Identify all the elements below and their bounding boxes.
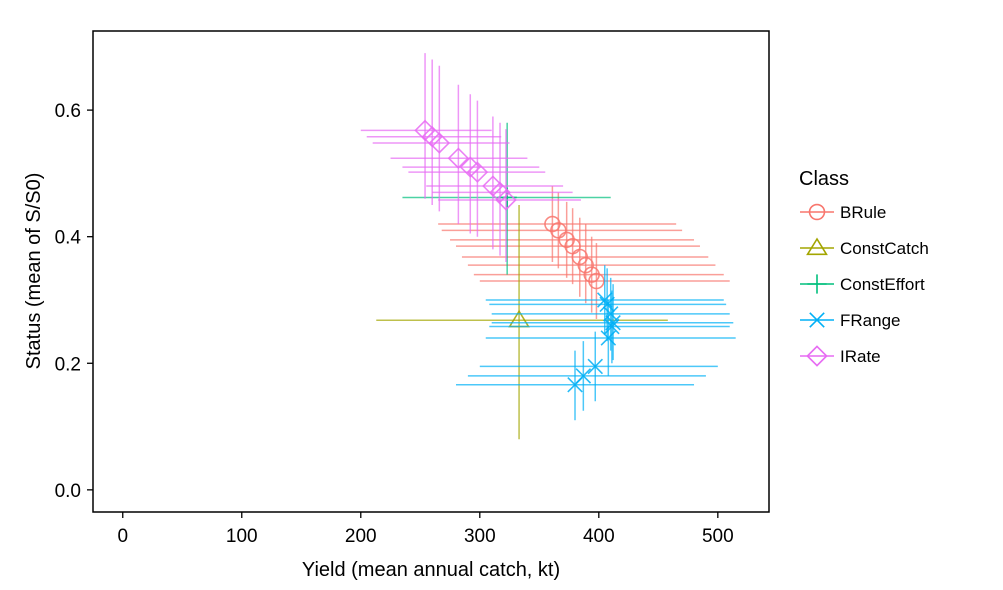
data-point <box>604 318 620 335</box>
legend-item-consteffort: ConstEffort <box>800 274 925 294</box>
circle-marker <box>571 248 589 266</box>
x-tick-label: 400 <box>583 526 615 547</box>
x-marker-b <box>596 292 613 308</box>
data-point <box>577 256 594 274</box>
x-marker-b <box>605 314 621 331</box>
data-point <box>550 222 567 239</box>
data-point <box>599 296 615 313</box>
legend-item-frange: FRange <box>800 311 900 330</box>
y-tick-label: 0.2 <box>55 354 81 375</box>
circle-marker <box>808 203 826 221</box>
data-point <box>428 132 451 154</box>
plot-panel-border <box>92 30 770 513</box>
y-tick-label: 0.0 <box>55 481 81 502</box>
series-frange <box>455 265 736 421</box>
data-point <box>466 161 489 183</box>
x-marker-b <box>809 312 825 328</box>
diamond-marker <box>806 345 828 367</box>
data-point <box>605 314 621 331</box>
y-tick-label: 0.4 <box>55 228 82 249</box>
y-tick-label: 0.6 <box>55 101 81 122</box>
legend-label: ConstEffort <box>840 275 925 294</box>
data-point <box>489 181 511 204</box>
data-layer <box>360 53 736 440</box>
data-point <box>558 231 575 249</box>
data-point <box>596 292 613 308</box>
y-axis: 0.0 0.2 0.4 0.6 <box>55 101 93 502</box>
data-point <box>587 358 604 375</box>
x-marker-b <box>604 318 620 335</box>
series-irate <box>360 53 581 263</box>
x-axis-title: Yield (mean annual catch, kt) <box>302 559 560 581</box>
diamond-marker <box>466 161 489 183</box>
circle-marker <box>588 272 605 290</box>
legend-item-irate: IRate <box>800 345 881 367</box>
x-marker-b <box>599 296 615 313</box>
circle-marker <box>558 231 575 249</box>
legend-label: ConstCatch <box>840 239 929 258</box>
legend-label: FRange <box>840 311 900 330</box>
data-point <box>600 330 617 346</box>
legend-label: IRate <box>840 347 881 366</box>
data-point <box>544 215 561 233</box>
circle-marker <box>544 215 561 233</box>
legend-item-constcatch: ConstCatch <box>800 237 929 258</box>
x-marker-b <box>587 358 604 375</box>
x-marker-b <box>602 306 619 322</box>
series-brule <box>438 186 730 319</box>
legend: Class BRule ConstCatch ConstEffort FRange IR… <box>799 168 929 367</box>
legend-item-brule: BRule <box>800 203 886 222</box>
x-tick-label: 500 <box>702 526 734 547</box>
x-axis: 0 100 200 300 400 500 <box>117 512 734 547</box>
circle-marker <box>550 222 567 239</box>
data-point <box>588 272 605 290</box>
diamond-marker <box>428 132 451 154</box>
data-point <box>571 248 589 266</box>
data-point <box>495 189 517 211</box>
triangle-marker <box>806 237 828 256</box>
diamond-marker <box>489 181 511 204</box>
data-point <box>447 147 470 169</box>
y-axis-title: Status (mean of S/S0) <box>23 173 45 370</box>
x-marker-b <box>575 368 592 384</box>
diamond-marker <box>495 189 517 211</box>
legend-label: BRule <box>840 203 886 222</box>
data-point <box>575 368 592 384</box>
x-marker-b <box>600 330 617 346</box>
x-tick-label: 100 <box>226 526 258 547</box>
legend-title: Class <box>799 168 849 190</box>
diamond-marker <box>447 147 470 169</box>
x-tick-label: 300 <box>464 526 496 547</box>
x-tick-label: 200 <box>345 526 377 547</box>
data-point <box>602 306 619 322</box>
x-tick-label: 0 <box>117 526 128 547</box>
circle-marker <box>577 256 594 274</box>
